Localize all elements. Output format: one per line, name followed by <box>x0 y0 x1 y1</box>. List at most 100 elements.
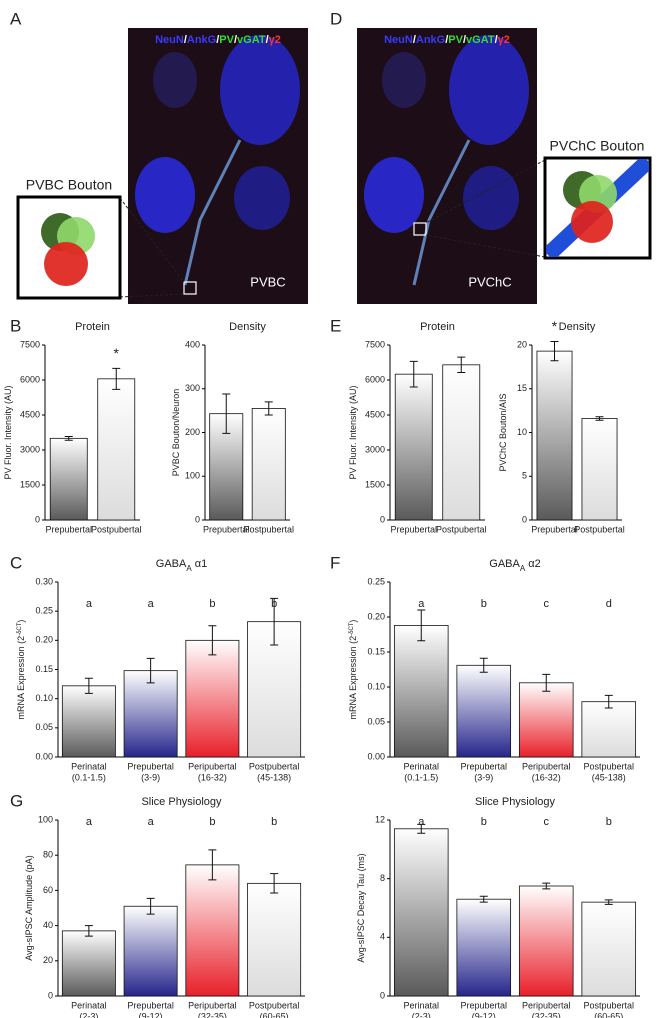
error-bar <box>208 849 217 881</box>
significance-label: b <box>481 816 487 828</box>
y-tick-label: 0.15 <box>367 646 385 656</box>
significance-label: b <box>271 598 277 610</box>
significance-label: a <box>86 598 93 610</box>
stain-name: γ2 <box>498 34 510 46</box>
y-tick-label: 1500 <box>20 479 40 489</box>
x-tick-label: Prepubertal <box>390 524 437 534</box>
significance-label: b <box>606 816 612 828</box>
y-label-sup: -δCT <box>349 622 355 636</box>
bar <box>393 828 449 997</box>
y-tick-label: 5 <box>522 471 527 481</box>
error-bar <box>457 356 466 374</box>
x-tick-label: (3-9) <box>141 772 160 782</box>
x-tick-label: Postpubertal <box>91 524 142 534</box>
micrograph-d <box>357 28 537 304</box>
title-suffix: α1 <box>192 558 208 570</box>
y-label-text: mRNA Expression (2 <box>16 636 26 720</box>
title-text: Protein <box>75 321 110 333</box>
x-tick-label: (16-32) <box>532 772 561 782</box>
error-bar <box>264 401 273 416</box>
y-tick-label: 0.25 <box>367 576 385 586</box>
error-bar <box>604 694 613 709</box>
significance-label: b <box>271 816 277 828</box>
x-tick-label: (45-138) <box>257 772 291 782</box>
y-tick-label: 40 <box>43 920 53 930</box>
error-bar <box>84 925 93 937</box>
y-tick-label: 0.20 <box>367 611 385 621</box>
chart-title: Density <box>559 321 596 333</box>
y-tick-label: 6000 <box>20 374 40 384</box>
bar <box>49 437 88 521</box>
stain-name: vGAT <box>237 34 266 46</box>
bar <box>123 905 178 997</box>
bar <box>61 930 116 997</box>
title-text: GABA <box>489 558 520 570</box>
y-tick-label: 4 <box>380 932 385 942</box>
chart-title: Protein <box>75 321 110 333</box>
y-axis-label: mRNA Expression (2-δCT) <box>16 620 26 720</box>
y-axis-label: PVBC Bouton/Neuron <box>171 389 181 477</box>
bar <box>251 408 286 521</box>
y-tick-label: 7500 <box>20 339 40 349</box>
bar <box>581 901 637 997</box>
x-tick-label: (32-35) <box>198 1011 227 1018</box>
error-bar <box>550 341 559 362</box>
x-tick-label: Postpubertal <box>574 524 625 534</box>
chart-title: GABAA α1 <box>156 558 207 573</box>
stain-name: PV <box>448 34 463 46</box>
y-tick-label: 0.00 <box>367 751 385 761</box>
y-tick-label: 0.05 <box>35 722 53 732</box>
bar <box>581 701 637 758</box>
stain-name: / <box>184 34 187 46</box>
x-tick-label: (60-65) <box>594 1011 623 1018</box>
y-tick-label: 0.25 <box>35 606 53 616</box>
y-label-sup: -δCT <box>17 622 23 636</box>
x-tick-label: (60-65) <box>260 1011 289 1018</box>
stain-name: / <box>234 34 237 46</box>
y-label-text: PVChC Bouton/AIS <box>498 393 508 471</box>
chart-title: Protein <box>420 321 455 333</box>
x-tick-label: Postpubertal <box>249 1000 300 1010</box>
title-sub: A <box>186 564 192 573</box>
bar <box>518 682 574 758</box>
x-tick-label: Postpubertal <box>436 524 487 534</box>
x-tick-label: Peripubertal <box>522 761 571 771</box>
x-tick-label: Prepubertal <box>460 1000 507 1010</box>
y-tick-label: 20 <box>43 955 53 965</box>
panel-letter: C <box>10 553 22 572</box>
error-bar <box>270 873 279 894</box>
y-tick-label: 4500 <box>365 409 385 419</box>
error-bar <box>208 625 217 656</box>
y-tick-label: 3000 <box>20 444 40 454</box>
panel-letter: E <box>330 316 341 335</box>
significance-label: * <box>114 345 120 361</box>
y-tick-label: 100 <box>185 471 200 481</box>
stain-name: / <box>413 34 416 46</box>
stain-name: / <box>216 34 219 46</box>
y-tick-label: 0 <box>522 514 527 524</box>
significance-label: a <box>148 598 155 610</box>
bar <box>247 882 302 997</box>
error-bar <box>222 393 231 434</box>
title-text: Density <box>229 321 266 333</box>
bar <box>456 664 512 758</box>
y-tick-label: 0 <box>195 514 200 524</box>
x-tick-label: Prepubertal <box>127 761 174 771</box>
error-bar <box>542 882 551 890</box>
bar <box>536 350 573 521</box>
y-tick-label: 80 <box>43 850 53 860</box>
title-suffix: α2 <box>525 558 541 570</box>
error-bar <box>417 823 426 834</box>
error-bar <box>542 673 551 692</box>
stain-legend: NeuN/AnkG/PV/vGAT/γ2 <box>384 34 510 46</box>
x-tick-label: (3-9) <box>474 772 493 782</box>
bar <box>456 898 512 997</box>
x-tick-label: (16-32) <box>198 772 227 782</box>
x-tick-label: (9-12) <box>472 1011 496 1018</box>
x-tick-label: (0.1-1.5) <box>404 772 438 782</box>
x-tick-label: Prepubertal <box>45 524 92 534</box>
y-tick-label: 100 <box>38 814 53 824</box>
y-label-end: ) <box>348 620 358 623</box>
y-label-text: mRNA Expression (2 <box>348 636 358 720</box>
micrograph-a <box>128 28 308 304</box>
